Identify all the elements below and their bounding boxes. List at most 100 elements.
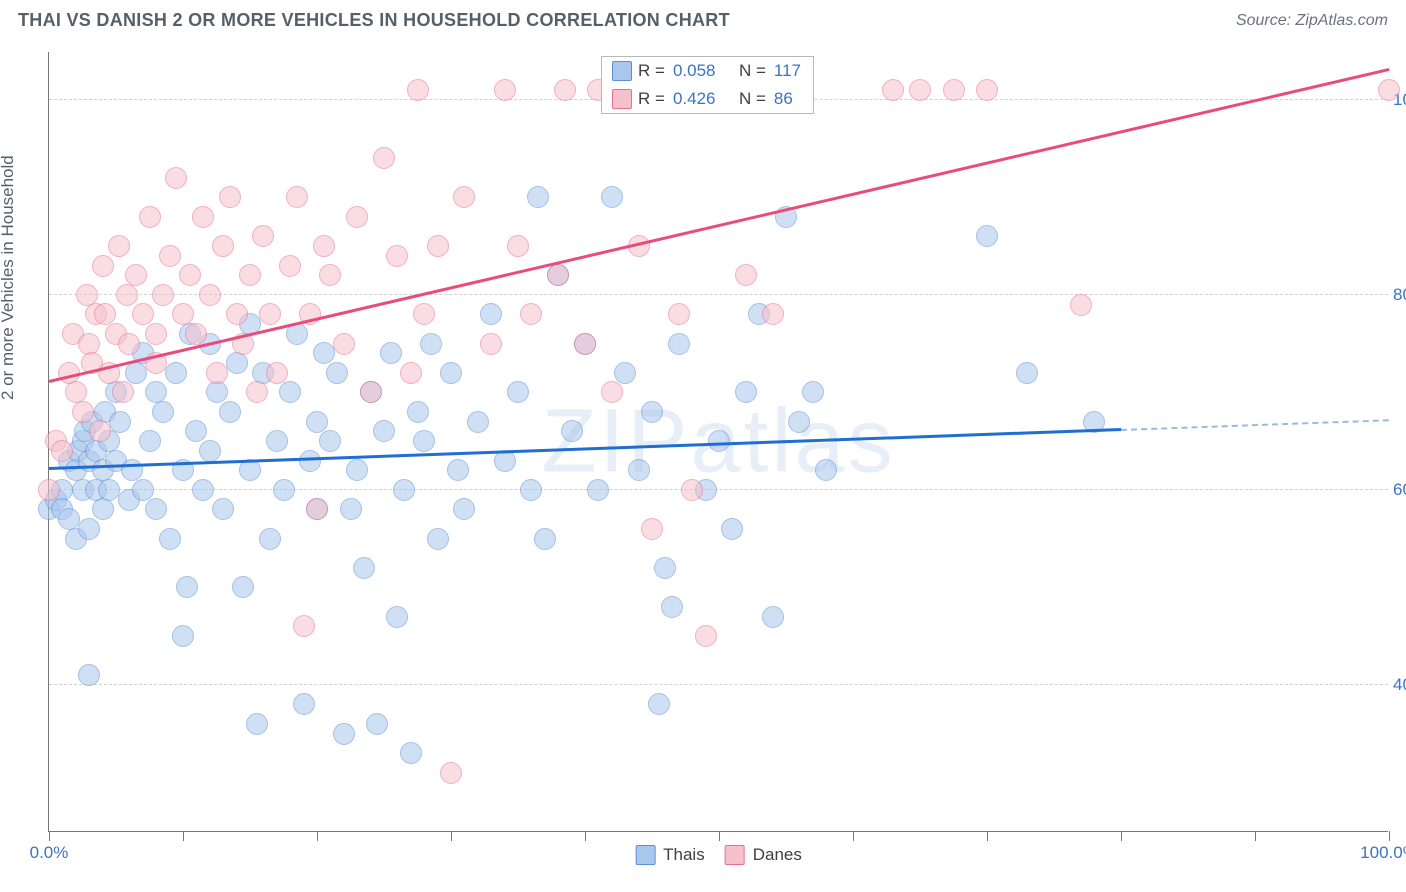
legend-item-thais: Thais bbox=[635, 845, 705, 865]
data-point-thais bbox=[259, 528, 281, 550]
data-point-thais bbox=[447, 459, 469, 481]
data-point-thais bbox=[212, 498, 234, 520]
data-point-thais bbox=[232, 576, 254, 598]
legend-item-danes: Danes bbox=[725, 845, 802, 865]
data-point-danes bbox=[333, 333, 355, 355]
data-point-thais bbox=[159, 528, 181, 550]
x-tick-label: 0.0% bbox=[30, 843, 69, 863]
data-point-thais bbox=[641, 401, 663, 423]
data-point-danes bbox=[1070, 294, 1092, 316]
data-point-thais bbox=[648, 693, 670, 715]
data-point-thais bbox=[661, 596, 683, 618]
data-point-thais bbox=[326, 362, 348, 384]
data-point-thais bbox=[668, 333, 690, 355]
data-point-thais bbox=[78, 664, 100, 686]
data-point-thais bbox=[440, 362, 462, 384]
data-point-thais bbox=[587, 479, 609, 501]
data-point-thais bbox=[400, 742, 422, 764]
data-point-danes bbox=[145, 323, 167, 345]
data-point-danes bbox=[1378, 79, 1400, 101]
data-point-danes bbox=[165, 167, 187, 189]
data-point-thais bbox=[199, 440, 221, 462]
data-point-danes bbox=[192, 206, 214, 228]
data-point-danes bbox=[293, 615, 315, 637]
x-tick bbox=[1255, 831, 1256, 841]
data-point-thais bbox=[1016, 362, 1038, 384]
data-point-danes bbox=[681, 479, 703, 501]
data-point-danes bbox=[239, 264, 261, 286]
data-point-danes bbox=[882, 79, 904, 101]
data-point-danes bbox=[373, 147, 395, 169]
data-point-thais bbox=[480, 303, 502, 325]
data-point-danes bbox=[206, 362, 228, 384]
data-point-danes bbox=[520, 303, 542, 325]
data-point-danes bbox=[440, 762, 462, 784]
data-point-danes bbox=[547, 264, 569, 286]
data-point-thais bbox=[373, 420, 395, 442]
data-point-danes bbox=[480, 333, 502, 355]
data-point-thais bbox=[78, 518, 100, 540]
data-point-thais bbox=[333, 723, 355, 745]
data-point-danes bbox=[116, 284, 138, 306]
data-point-danes bbox=[641, 518, 663, 540]
legend-swatch bbox=[612, 89, 632, 109]
data-point-thais bbox=[346, 459, 368, 481]
data-point-danes bbox=[909, 79, 931, 101]
data-point-danes bbox=[554, 79, 576, 101]
data-point-danes bbox=[943, 79, 965, 101]
data-point-thais bbox=[306, 411, 328, 433]
legend-swatch bbox=[725, 845, 745, 865]
legend-row-thais: R = 0.058 N = 117 bbox=[602, 57, 813, 85]
data-point-thais bbox=[453, 498, 475, 520]
trend-line-danes bbox=[49, 68, 1390, 382]
data-point-thais bbox=[380, 342, 402, 364]
x-tick bbox=[317, 831, 318, 841]
data-point-danes bbox=[407, 79, 429, 101]
x-tick bbox=[49, 831, 50, 841]
data-point-danes bbox=[152, 284, 174, 306]
data-point-thais bbox=[353, 557, 375, 579]
data-point-thais bbox=[614, 362, 636, 384]
data-point-thais bbox=[165, 362, 187, 384]
y-axis-label: 2 or more Vehicles in Household bbox=[0, 155, 18, 400]
data-point-danes bbox=[286, 186, 308, 208]
chart-title: THAI VS DANISH 2 OR MORE VEHICLES IN HOU… bbox=[18, 10, 730, 31]
legend-swatch bbox=[612, 61, 632, 81]
data-point-thais bbox=[279, 381, 301, 403]
data-point-thais bbox=[527, 186, 549, 208]
data-point-danes bbox=[427, 235, 449, 257]
data-point-thais bbox=[507, 381, 529, 403]
data-point-danes bbox=[38, 479, 60, 501]
data-point-thais bbox=[319, 430, 341, 452]
data-point-danes bbox=[259, 303, 281, 325]
data-point-thais bbox=[176, 576, 198, 598]
data-point-thais bbox=[561, 420, 583, 442]
scatter-plot-area: ZIPatlas 40.0%60.0%80.0%100.0%0.0%100.0%… bbox=[48, 52, 1388, 832]
data-point-thais bbox=[815, 459, 837, 481]
data-point-danes bbox=[453, 186, 475, 208]
data-point-danes bbox=[179, 264, 201, 286]
data-point-thais bbox=[293, 693, 315, 715]
data-point-danes bbox=[601, 381, 623, 403]
data-point-danes bbox=[185, 323, 207, 345]
data-point-danes bbox=[346, 206, 368, 228]
x-tick bbox=[1389, 831, 1390, 841]
data-point-thais bbox=[313, 342, 335, 364]
data-point-thais bbox=[407, 401, 429, 423]
x-tick bbox=[451, 831, 452, 841]
data-point-thais bbox=[172, 625, 194, 647]
data-point-thais bbox=[98, 479, 120, 501]
data-point-thais bbox=[132, 479, 154, 501]
data-point-danes bbox=[494, 79, 516, 101]
data-point-thais bbox=[246, 713, 268, 735]
data-point-thais bbox=[92, 498, 114, 520]
data-point-thais bbox=[219, 401, 241, 423]
data-point-thais bbox=[139, 430, 161, 452]
y-tick-label: 40.0% bbox=[1393, 675, 1406, 695]
data-point-danes bbox=[246, 381, 268, 403]
data-point-danes bbox=[507, 235, 529, 257]
x-tick bbox=[183, 831, 184, 841]
data-point-thais bbox=[467, 411, 489, 433]
data-point-thais bbox=[340, 498, 362, 520]
source-attribution: Source: ZipAtlas.com bbox=[1236, 12, 1388, 30]
